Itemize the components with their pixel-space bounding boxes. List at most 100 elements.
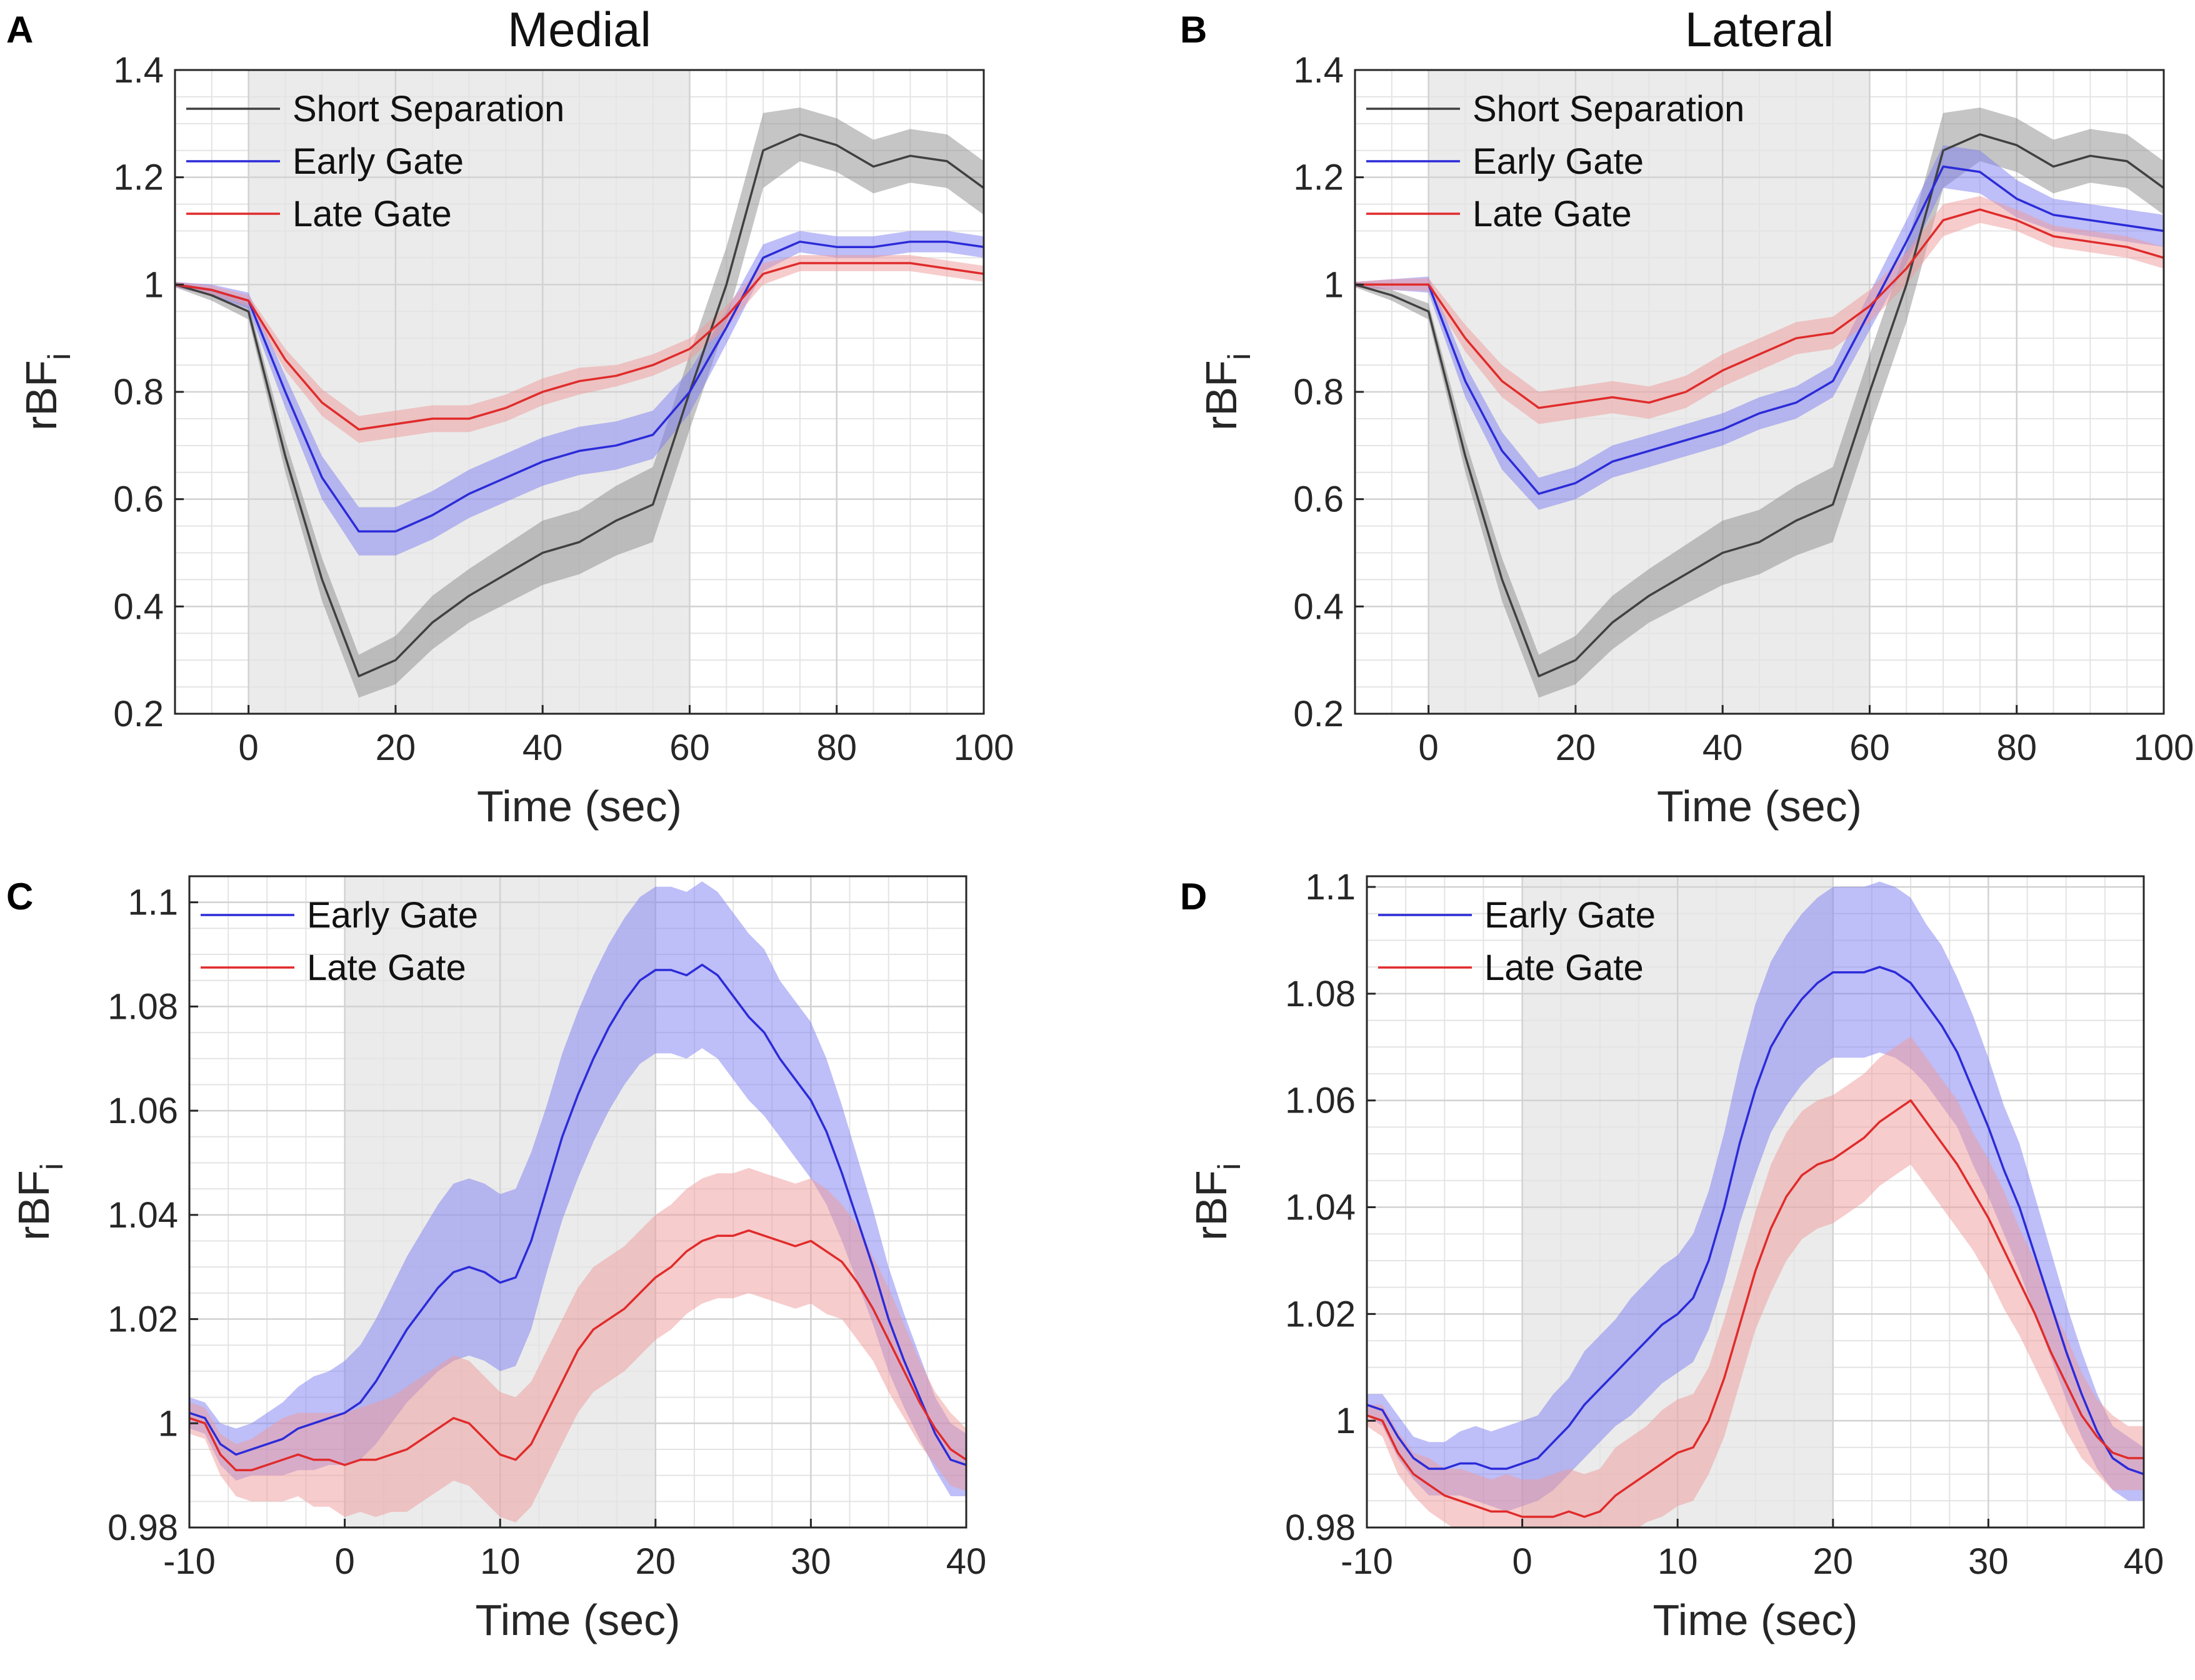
y-tick-label: 0.8 (1293, 372, 1344, 412)
legend-label-short: Short Separation (1472, 89, 1744, 129)
legend-label-late: Late Gate (1484, 948, 1644, 988)
plot-content (1367, 881, 2144, 1528)
y-axis-label: rBFi (9, 1163, 69, 1241)
panel-c: -10 0 10 20 30 40 0.98 1 1.02 1.04 1.06 1.08 1.1 Time… (6, 875, 987, 1644)
series-line-early (189, 963, 966, 1466)
legend-label-short: Short Separation (292, 89, 564, 129)
x-tick-label: 40 (1702, 728, 1743, 768)
panel-title: Lateral (1685, 2, 1834, 57)
band-late (1367, 1036, 2144, 1528)
plot-content (189, 881, 966, 1522)
x-axis-label: Time (sec) (1657, 782, 1862, 831)
y-axis-label-subscript: i (34, 1163, 69, 1170)
y-axis-label: rBFi (17, 353, 77, 431)
x-axis-label: Time (sec) (1653, 1596, 1858, 1644)
x-tick-label: 10 (480, 1541, 521, 1582)
y-tick-label: 1.04 (108, 1195, 178, 1236)
x-tick-label: -10 (1341, 1541, 1393, 1582)
panel-letter: D (1180, 876, 1207, 918)
y-axis-label-main: rBF (17, 360, 66, 431)
y-tick-label: 1.08 (1285, 974, 1356, 1014)
panel-a: 0 20 40 60 80 100 0.2 0.4 0.6 0.8 1 1.2 1.4 Time (sec… (6, 2, 1014, 831)
band-short (175, 108, 984, 698)
plot-content (175, 108, 984, 698)
x-tick-label: 0 (1419, 728, 1439, 768)
band-early (189, 881, 966, 1496)
x-tick-label: 0 (334, 1541, 354, 1582)
y-tick-label: 1.2 (113, 158, 164, 198)
y-tick-label: 1.04 (1285, 1188, 1356, 1228)
y-tick-label: 1.06 (108, 1091, 178, 1131)
panel-b: 0 20 40 60 80 100 0.2 0.4 0.6 0.8 1 1.2 1.4 Time (sec… (1180, 2, 2194, 831)
legend-label-late: Late Gate (1472, 194, 1632, 234)
legend-label-late: Late Gate (307, 948, 466, 988)
x-tick-label: 80 (1996, 728, 2037, 768)
series-line-late (175, 262, 984, 431)
legend: Early Gate Late Gate (201, 895, 478, 988)
y-axis-label: rBFi (1197, 353, 1257, 431)
x-tick-label: 20 (1556, 728, 1596, 768)
axes-box (188, 875, 968, 1529)
series-line-late (1367, 1099, 2144, 1518)
x-tick-label: 0 (239, 728, 259, 768)
legend: Short Separation Early Gate Late Gate (1366, 89, 1744, 234)
y-tick-label: 0.6 (1293, 479, 1344, 520)
legend-label-early: Early Gate (1484, 895, 1656, 936)
series-line-early (1367, 966, 2144, 1476)
series-line-short (1355, 133, 2164, 678)
x-tick-label: 60 (669, 728, 710, 768)
y-tick-label: 1.2 (1293, 158, 1344, 198)
y-axis-label-main: rBF (9, 1170, 58, 1241)
panel-letter: A (6, 9, 33, 51)
axes-box (1366, 875, 2145, 1529)
y-axis-label: rBFi (1187, 1163, 1247, 1241)
series-line-late (1355, 208, 2164, 409)
legend: Short Separation Early Gate Late Gate (186, 89, 564, 234)
y-tick-label: 1.1 (128, 882, 178, 923)
series-line-early (1355, 165, 2164, 495)
y-tick-label: 0.98 (108, 1508, 178, 1548)
y-tick-label: 0.4 (113, 586, 164, 627)
y-axis-label-subscript: i (1222, 353, 1257, 360)
legend-label-early: Early Gate (292, 141, 464, 182)
y-tick-label: 1.02 (1285, 1294, 1356, 1334)
x-tick-label: 80 (816, 728, 857, 768)
x-tick-label: 30 (1968, 1541, 2009, 1582)
x-tick-label: 60 (1849, 728, 1890, 768)
legend-label-early: Early Gate (1472, 141, 1644, 182)
y-axis-label-subscript: i (42, 353, 77, 360)
legend-label-early: Early Gate (307, 895, 478, 936)
y-tick-label: 0.8 (113, 372, 164, 412)
series-line-short (175, 133, 984, 678)
x-tick-label: 20 (636, 1541, 676, 1582)
y-tick-label: 0.2 (113, 694, 164, 734)
y-tick-label: 1 (1336, 1401, 1356, 1441)
panel-title: Medial (508, 2, 651, 57)
x-tick-label: -10 (163, 1541, 216, 1582)
y-tick-label: 1 (158, 1403, 178, 1444)
y-tick-label: 1 (144, 264, 164, 305)
legend: Early Gate Late Gate (1378, 895, 1656, 988)
y-axis-label-subscript: i (1212, 1163, 1247, 1170)
series-line-early (175, 240, 984, 532)
x-tick-label: 40 (2124, 1541, 2164, 1582)
panel-d: -10 0 10 20 30 40 0.98 1 1.02 1.04 1.06 1.08 1.1 Time… (1180, 867, 2164, 1644)
x-axis-label: Time (sec) (476, 1596, 681, 1644)
y-tick-label: 1.4 (113, 50, 164, 91)
panel-letter: C (6, 876, 33, 918)
x-tick-label: 40 (946, 1541, 987, 1582)
y-tick-label: 1.1 (1305, 867, 1356, 908)
y-tick-label: 0.6 (113, 479, 164, 520)
x-tick-label: 40 (522, 728, 563, 768)
y-tick-label: 1.02 (108, 1299, 178, 1340)
x-tick-label: 10 (1658, 1541, 1698, 1582)
y-tick-label: 0.98 (1285, 1508, 1356, 1548)
x-tick-label: 20 (376, 728, 416, 768)
y-tick-label: 1.08 (108, 986, 178, 1027)
y-tick-label: 0.4 (1293, 586, 1344, 627)
band-short (1355, 108, 2164, 698)
band-late (189, 1168, 966, 1522)
y-tick-label: 1.06 (1285, 1081, 1356, 1121)
x-tick-label: 100 (954, 728, 1014, 768)
x-tick-label: 0 (1512, 1541, 1532, 1582)
